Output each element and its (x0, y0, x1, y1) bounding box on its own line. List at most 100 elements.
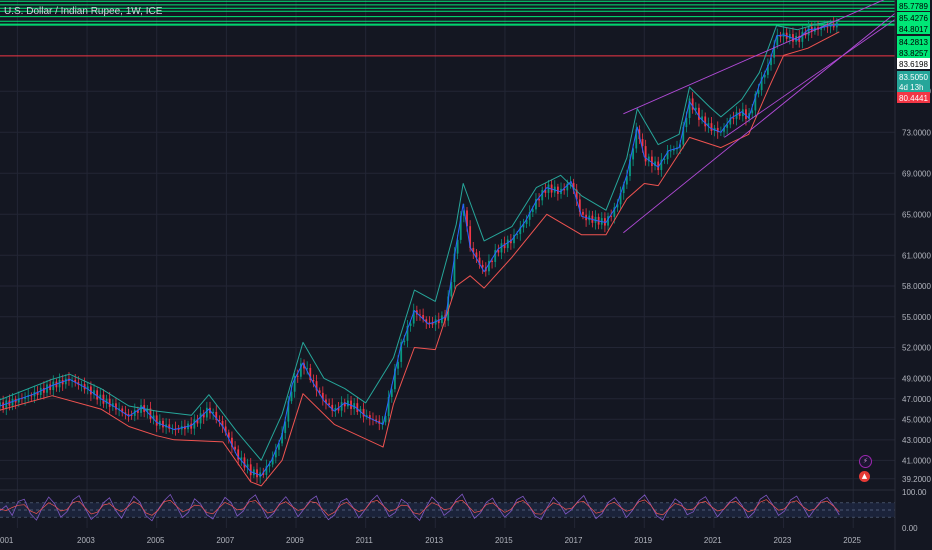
candle-body (691, 98, 694, 110)
price-tag (897, 36, 930, 47)
candle-body (572, 182, 575, 190)
candle-body (513, 234, 515, 244)
candle-body (274, 449, 277, 458)
candle-body (588, 215, 591, 221)
candle-body (115, 403, 117, 410)
candle-body (619, 193, 622, 205)
candle-body (788, 34, 791, 39)
candle-body (779, 34, 782, 37)
candle-body (52, 381, 55, 391)
candle-body (256, 469, 258, 478)
x-tick-label: 2005 (147, 536, 165, 545)
candle-body (293, 375, 296, 392)
candle-body (118, 408, 121, 410)
candle-body (472, 247, 475, 253)
candle-body (140, 405, 142, 413)
candle-body (96, 390, 99, 400)
candle-body (224, 426, 227, 433)
candle-body (745, 109, 747, 119)
candle-body (751, 110, 754, 114)
y-tick-label: 43.0000 (902, 436, 931, 445)
candle-body (284, 421, 287, 434)
rsi-tick-label: 0.00 (902, 524, 918, 533)
horizontal-levels[interactable] (0, 0, 895, 57)
rsi-signal-line (0, 499, 840, 516)
y-tick-label: 69.0000 (902, 169, 931, 178)
candle-body (149, 408, 152, 420)
candle-body (105, 398, 108, 404)
candle-body (757, 90, 760, 94)
candle-body (538, 199, 540, 201)
candle-body (252, 469, 255, 476)
candle-body (30, 395, 33, 397)
candle-body (121, 408, 124, 413)
x-tick-label: 2009 (286, 536, 304, 545)
candle-body (635, 129, 638, 149)
candle-body (469, 226, 472, 248)
price-tag-label: 84.8017 (899, 25, 928, 34)
candle-body (111, 403, 114, 407)
candle-body (444, 315, 446, 321)
candle-body (763, 74, 766, 78)
trend-channel[interactable] (623, 0, 896, 234)
candle-body (384, 416, 387, 423)
candle-body (381, 422, 384, 424)
price-tag (897, 81, 930, 92)
candle-body (666, 151, 669, 160)
candle-body (760, 77, 763, 91)
candle-body (74, 379, 77, 383)
candle-body (547, 184, 550, 193)
flag-icon[interactable]: ▲ (859, 471, 870, 482)
candle-body (732, 117, 735, 119)
candle-body (312, 380, 315, 382)
candle-body (754, 93, 757, 111)
lightning-icon[interactable]: ⚡ (859, 455, 872, 468)
candle-body (726, 124, 729, 128)
candle-body (362, 408, 365, 417)
y-tick-label: 49.0000 (902, 374, 931, 383)
candle-body (5, 400, 8, 409)
candle-body (240, 457, 243, 460)
candle-body (190, 423, 193, 429)
candle-body (735, 112, 738, 119)
candle-body (475, 252, 478, 258)
candle-body (64, 378, 67, 385)
x-tick-label: 2023 (774, 536, 792, 545)
candle-body (49, 384, 52, 391)
channel-line (724, 19, 896, 138)
candle-body (647, 156, 650, 162)
candle-body (672, 149, 675, 151)
candle-body (268, 464, 271, 467)
price-tag (897, 12, 930, 23)
candle-body (237, 449, 240, 460)
candle-body (262, 472, 265, 475)
candle-body (331, 404, 334, 411)
candle-body (773, 45, 776, 58)
candle-body (17, 397, 20, 403)
candle-body (102, 394, 105, 404)
candle-body (337, 407, 340, 411)
y-tick-label: 52.0000 (902, 344, 931, 353)
price-tag-label: 83.8257 (899, 49, 928, 58)
candle-body (488, 260, 490, 272)
candle-body (58, 379, 61, 388)
candle-body (234, 446, 236, 450)
candle-body (801, 31, 804, 42)
x-tick-label: 2015 (495, 536, 513, 545)
candle-body (202, 413, 205, 418)
candle-body (657, 161, 660, 171)
candle-body (309, 367, 312, 381)
candle-body (11, 399, 14, 406)
moving-average-line (0, 24, 840, 477)
y-tick-label: 41.0000 (902, 456, 931, 465)
candle-body (807, 26, 810, 36)
candle-body (766, 65, 769, 75)
candle-body (403, 340, 406, 343)
candle-body (610, 216, 613, 218)
candle-body (86, 386, 89, 390)
x-tick-label: 2007 (216, 536, 234, 545)
candle-body (108, 398, 111, 407)
price-tag-label: 83.5050 (899, 73, 928, 82)
